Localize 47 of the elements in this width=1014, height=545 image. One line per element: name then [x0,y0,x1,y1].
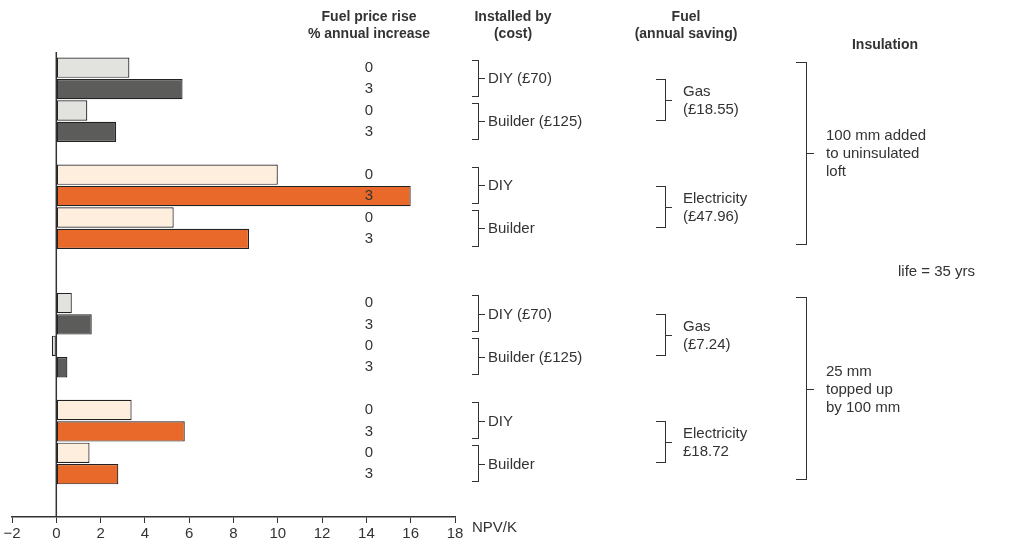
text: Builder (£125) [488,347,583,366]
y-tick-label: 3 [364,79,374,97]
text: DIY (£70) [488,304,552,323]
text: Insulation [851,36,919,53]
y-tick-label: 0 [364,442,374,460]
x-tick-label: 6 [185,524,194,542]
y-tick-label: 3 [364,421,374,439]
text: Electricity £18.72 [683,424,748,461]
y-tick-label: 3 [364,186,374,204]
y-tick-label: 0 [364,164,374,182]
text: 25 mm topped up by 100 mm [826,361,901,416]
x-tick-label: −2 [3,524,21,542]
y-tick-label: 3 [364,357,374,375]
y-tick-label: 3 [364,122,374,140]
y-tick-label: 0 [364,400,374,418]
x-tick-label: 14 [358,524,375,542]
text: Builder [488,219,535,238]
text: Builder (£125) [488,112,583,131]
text: Gas (£18.55) [683,81,739,118]
x-tick-label: 0 [52,524,61,542]
y-tick-label: 3 [364,314,374,332]
text: life = 35 yrs [898,262,976,280]
text: Builder [488,454,535,473]
text: DIY (£70) [488,69,552,88]
text: Installed by (cost) [474,8,552,42]
y-tick-label: 3 [364,229,374,246]
x-tick-label: 4 [140,524,150,542]
x-tick-label: 12 [313,524,331,542]
y-tick-label: 3 [364,464,374,482]
text: 100 mm added to uninsulated loft [826,126,927,181]
x-tick-label: 8 [229,524,238,542]
x-axis-title: NPV/K [472,518,518,536]
text: DIY [488,176,514,195]
x-tick-label: 10 [269,524,287,542]
y-tick-label: 0 [364,207,374,225]
y-tick-label: 0 [364,293,374,311]
x-tick-label: 2 [96,524,105,542]
y-tick-label: 0 [364,57,374,75]
text: DIY [488,411,514,430]
text: Gas (£7.24) [683,317,731,354]
text: Electricity (£47.96) [683,188,748,225]
y-axis-title: Fuel price rise % annual increase [307,8,431,42]
text: Fuel (annual saving) [634,8,738,42]
y-tick-label: 0 [364,100,374,118]
x-tick-label: 16 [402,524,420,542]
x-tick-label: 18 [446,524,464,542]
y-tick-label: 0 [364,335,374,353]
